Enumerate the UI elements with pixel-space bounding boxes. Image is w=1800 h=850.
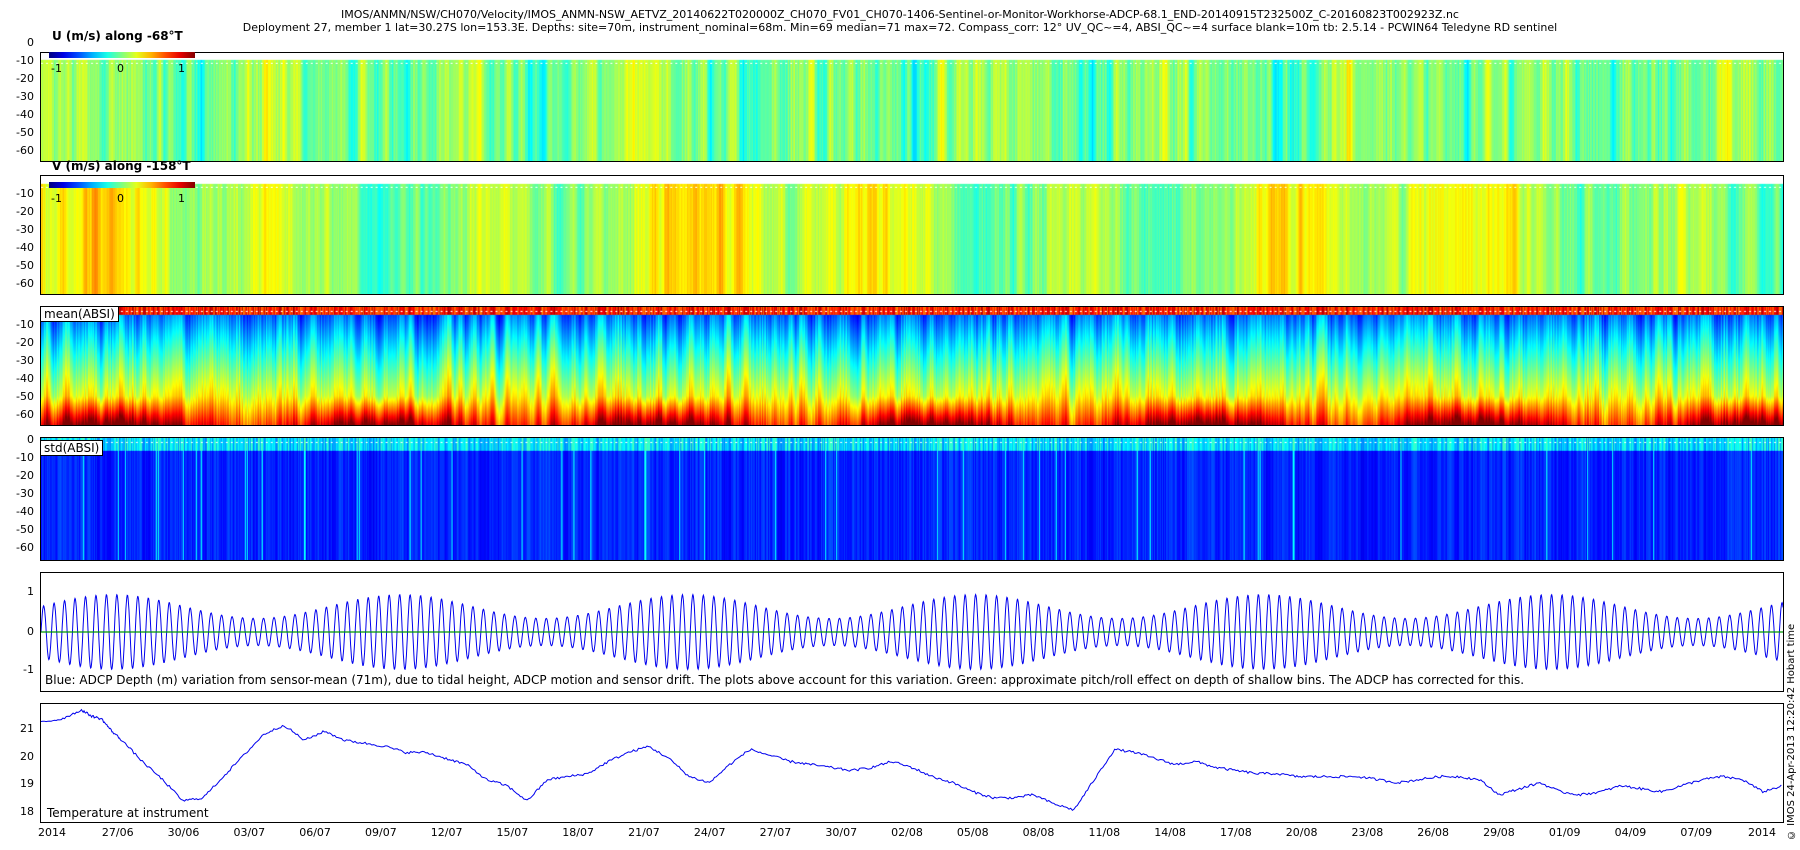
y-tick-label: 18 [0, 806, 34, 817]
depth-annotation: Blue: ADCP Depth (m) variation from sens… [45, 673, 1524, 687]
x-tick-label: 04/09 [1615, 826, 1647, 839]
file-path-title: IMOS/ANMN/NSW/CH070/Velocity/IMOS_ANMN-N… [0, 8, 1800, 21]
x-tick-label: 11/08 [1088, 826, 1120, 839]
x-tick-label: 24/07 [694, 826, 726, 839]
v-colorbar-tick: 0 [117, 192, 124, 205]
v-velocity-heatmap [41, 176, 1783, 294]
y-tick-label: -10 [0, 188, 34, 199]
y-tick-label: 0 [0, 37, 34, 48]
x-tick-label: 17/08 [1220, 826, 1252, 839]
y-tick-label: -40 [0, 506, 34, 517]
y-tick-label: -40 [0, 109, 34, 120]
u-colorbar [49, 52, 195, 58]
x-tick-label: 27/06 [102, 826, 134, 839]
x-tick-label: 30/07 [825, 826, 857, 839]
x-tick-label: 29/08 [1483, 826, 1515, 839]
u-velocity-panel [40, 52, 1784, 162]
y-tick-label: -50 [0, 524, 34, 535]
y-tick-label: 0 [0, 626, 34, 637]
mean-absi-heatmap [41, 307, 1783, 425]
v-velocity-title: V (m/s) along -158°T [52, 159, 191, 173]
u-colorbar-tick: -1 [51, 62, 62, 75]
y-tick-label: -10 [0, 55, 34, 66]
x-tick-label: 07/09 [1680, 826, 1712, 839]
x-tick-label: 23/08 [1352, 826, 1384, 839]
y-tick-label: 1 [0, 586, 34, 597]
y-tick-label: -60 [0, 278, 34, 289]
x-tick-label: 02/08 [891, 826, 923, 839]
y-tick-label: 21 [0, 723, 34, 734]
y-tick-label: 19 [0, 778, 34, 789]
x-tick-label: 01/09 [1549, 826, 1581, 839]
x-tick-label: 15/07 [497, 826, 529, 839]
y-tick-label: -20 [0, 73, 34, 84]
y-tick-label: -50 [0, 260, 34, 271]
y-tick-label: -20 [0, 337, 34, 348]
x-tick-label: 26/08 [1417, 826, 1449, 839]
x-tick-label: 27/07 [760, 826, 792, 839]
x-tick-label: 18/07 [562, 826, 594, 839]
y-tick-label: 20 [0, 751, 34, 762]
x-tick-label: 06/07 [299, 826, 331, 839]
y-tick-label: -30 [0, 91, 34, 102]
y-tick-label: -20 [0, 206, 34, 217]
y-tick-label: -30 [0, 355, 34, 366]
x-tick-label: 08/08 [1023, 826, 1055, 839]
y-tick-label: -30 [0, 488, 34, 499]
v-velocity-panel [40, 175, 1784, 295]
temperature-line [41, 710, 1781, 811]
v-colorbar [49, 182, 195, 188]
x-tick-label: 2014 [1748, 826, 1776, 839]
y-tick-label: -10 [0, 452, 34, 463]
temperature-plot [41, 704, 1783, 822]
x-tick-label: 03/07 [233, 826, 265, 839]
x-tick-label: 12/07 [431, 826, 463, 839]
x-tick-label: 09/07 [365, 826, 397, 839]
std-absi-heatmap [41, 438, 1783, 560]
y-tick-label: -60 [0, 409, 34, 420]
y-tick-label: -60 [0, 542, 34, 553]
u-velocity-heatmap [41, 53, 1783, 161]
u-velocity-title: U (m/s) along -68°T [52, 29, 183, 43]
x-tick-label: 20/08 [1286, 826, 1318, 839]
mean-absi-panel: mean(ABSI) [40, 306, 1784, 426]
temperature-annotation: Temperature at instrument [47, 806, 209, 820]
x-tick-label: 14/08 [1154, 826, 1186, 839]
deployment-subtitle: Deployment 27, member 1 lat=30.27S lon=1… [0, 21, 1800, 34]
x-tick-label: 30/06 [168, 826, 200, 839]
x-tick-label: 05/08 [957, 826, 989, 839]
y-tick-label: -50 [0, 391, 34, 402]
std-absi-panel: std(ABSI) [40, 437, 1784, 561]
y-tick-label: -1 [0, 664, 34, 675]
v-colorbar-tick: -1 [51, 192, 62, 205]
y-tick-label: 0 [0, 434, 34, 445]
mean-absi-label: mean(ABSI) [40, 306, 119, 322]
y-tick-label: -30 [0, 224, 34, 235]
x-tick-label: 2014 [38, 826, 66, 839]
y-tick-label: -50 [0, 127, 34, 138]
u-colorbar-tick: 1 [178, 62, 185, 75]
y-tick-label: -40 [0, 373, 34, 384]
v-colorbar-tick: 1 [178, 192, 185, 205]
depth-variation-panel: Blue: ADCP Depth (m) variation from sens… [40, 572, 1784, 692]
std-absi-label: std(ABSI) [40, 440, 103, 456]
temperature-panel: Temperature at instrument [40, 703, 1784, 823]
y-tick-label: -20 [0, 470, 34, 481]
y-tick-label: -10 [0, 319, 34, 330]
x-tick-label: 21/07 [628, 826, 660, 839]
y-tick-label: -40 [0, 242, 34, 253]
copyright-side-text: © IMOS 24-Apr-2013 12:20:42 Hobart time [1786, 580, 1797, 840]
y-tick-label: -60 [0, 145, 34, 156]
u-colorbar-tick: 0 [117, 62, 124, 75]
